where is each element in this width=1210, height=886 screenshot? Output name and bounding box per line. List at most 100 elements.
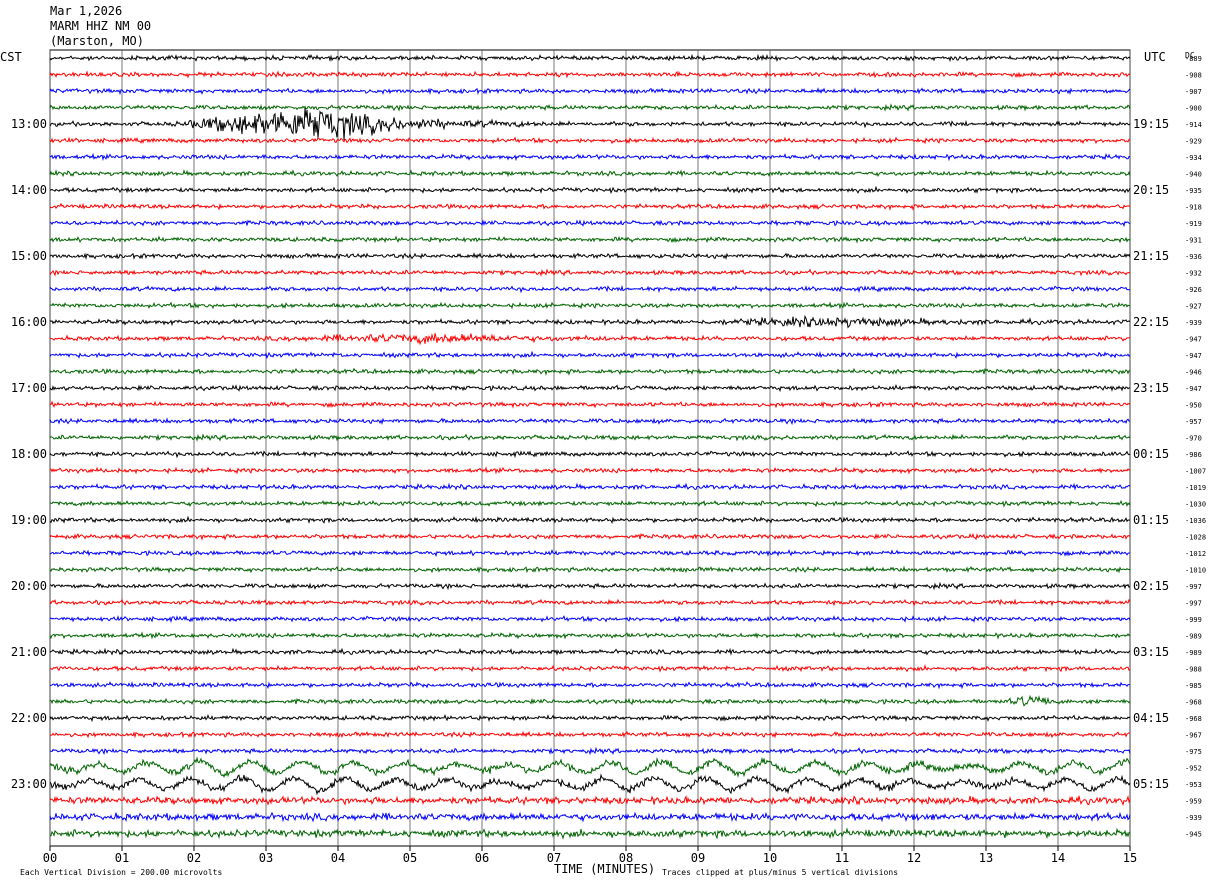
dc-offset-label: -989 xyxy=(1185,649,1202,657)
trace-row xyxy=(49,185,1131,195)
trace-row xyxy=(49,466,1131,475)
dc-offset-label: -908 xyxy=(1185,72,1202,80)
plot-frame xyxy=(49,49,1131,847)
x-tick-label: 05 xyxy=(403,851,417,865)
trace-row xyxy=(49,482,1131,492)
dc-offset-label: -997 xyxy=(1185,600,1202,608)
trace-row xyxy=(49,713,1131,723)
left-timezone-label: CST xyxy=(0,50,22,64)
left-hour-label: 19:00 xyxy=(11,513,47,527)
trace-row xyxy=(49,615,1131,624)
dc-offset-label: -940 xyxy=(1185,171,1202,179)
trace-row xyxy=(49,773,1131,796)
x-tick-label: 00 xyxy=(43,851,57,865)
dc-offset-label: -989 xyxy=(1185,633,1202,641)
dc-offset-label: -889 xyxy=(1185,55,1202,63)
trace-row xyxy=(50,827,1131,840)
dc-offset-label: -927 xyxy=(1185,303,1202,311)
dc-offset-label: -952 xyxy=(1185,765,1202,773)
dc-offset-label: -1007 xyxy=(1185,468,1206,476)
dc-offset-label: -970 xyxy=(1185,435,1202,443)
dc-offset-label: -967 xyxy=(1185,732,1202,740)
dc-offset-label: -947 xyxy=(1185,385,1202,393)
scale-note: Each Vertical Division = 200.00 microvol… xyxy=(20,868,222,877)
trace-row xyxy=(49,169,1131,178)
trace-row xyxy=(49,565,1131,574)
dc-offset-label: -997 xyxy=(1185,583,1202,591)
x-tick-label: 11 xyxy=(835,851,849,865)
left-hour-label: 22:00 xyxy=(11,711,47,725)
right-hour-label: 22:15 xyxy=(1133,315,1169,329)
axis-labels: 00 01 02 03 04 05 06 07 08 09 10 11 12 13 14 15 -889 -908… xyxy=(11,55,1206,865)
trace-row xyxy=(49,756,1131,778)
dc-offset-label: -947 xyxy=(1185,336,1202,344)
dc-offset-label: -907 xyxy=(1185,88,1202,96)
x-tick-label: 14 xyxy=(1051,851,1065,865)
trace-row xyxy=(49,548,1131,558)
left-hour-label: 23:00 xyxy=(11,777,47,791)
x-tick-label: 03 xyxy=(259,851,273,865)
dc-offset-label: -935 xyxy=(1185,187,1202,195)
x-tick-label: 10 xyxy=(763,851,777,865)
trace-row xyxy=(49,532,1131,541)
dc-offset-label: -1010 xyxy=(1185,567,1206,575)
right-hour-label: 01:15 xyxy=(1133,513,1169,527)
trace-row xyxy=(49,681,1131,690)
trace-row xyxy=(49,417,1131,426)
trace-row xyxy=(49,350,1131,360)
dc-offset-label: -1036 xyxy=(1185,517,1206,525)
dc-offset-header: DC xyxy=(1185,51,1195,60)
left-hour-label: 16:00 xyxy=(11,315,47,329)
trace-row xyxy=(49,694,1131,707)
trace-row xyxy=(49,811,1131,823)
x-axis-title: TIME (MINUTES) xyxy=(554,862,655,876)
x-tick-label: 06 xyxy=(475,851,489,865)
trace-row xyxy=(49,383,1131,393)
trace-row xyxy=(49,202,1131,211)
trace-row xyxy=(49,314,1131,329)
x-tick-label: 15 xyxy=(1123,851,1137,865)
dc-offset-label: -931 xyxy=(1185,237,1202,245)
right-hour-label: 23:15 xyxy=(1133,381,1169,395)
left-hour-label: 20:00 xyxy=(11,579,47,593)
dc-offset-label: -968 xyxy=(1185,715,1202,723)
dc-offset-label: -957 xyxy=(1185,418,1202,426)
header-station: MARM HHZ NM 00 xyxy=(50,19,152,33)
trace-row xyxy=(49,332,1131,346)
x-tick-label: 08 xyxy=(619,851,633,865)
dc-offset-label: -1028 xyxy=(1185,534,1206,542)
trace-row xyxy=(49,235,1131,244)
dc-offset-label: -1030 xyxy=(1185,501,1206,509)
trace-row xyxy=(49,87,1131,96)
dc-offset-label: -985 xyxy=(1185,682,1202,690)
trace-row xyxy=(49,301,1131,310)
dc-offset-label: -929 xyxy=(1185,138,1202,146)
dc-offset-label: -975 xyxy=(1185,748,1202,756)
dc-offset-label: -1019 xyxy=(1185,484,1206,492)
dc-offset-label: -900 xyxy=(1185,105,1202,113)
dc-offset-label: -999 xyxy=(1185,616,1202,624)
trace-row xyxy=(49,598,1131,607)
header-date: Mar 1,2026 xyxy=(50,4,123,18)
x-tick-label: 04 xyxy=(331,851,345,865)
trace-row xyxy=(49,794,1131,807)
trace-row xyxy=(49,647,1131,656)
dc-offset-label: -945 xyxy=(1185,831,1202,839)
dc-offset-label: -932 xyxy=(1185,270,1202,278)
trace-row xyxy=(49,449,1131,459)
dc-offset-label: -947 xyxy=(1185,352,1202,360)
trace-row xyxy=(49,581,1131,591)
dc-offset-label: -986 xyxy=(1185,451,1202,459)
dc-offset-label: -959 xyxy=(1185,798,1202,806)
dc-offset-label: -939 xyxy=(1185,814,1202,822)
trace-row xyxy=(49,252,1131,261)
trace-row xyxy=(49,631,1131,640)
grid-lines xyxy=(49,49,1131,851)
trace-row xyxy=(49,730,1131,739)
dc-offset-label: -950 xyxy=(1185,402,1202,410)
trace-row xyxy=(49,433,1131,442)
dc-offset-label: -946 xyxy=(1185,369,1202,377)
right-hour-label: 19:15 xyxy=(1133,117,1169,131)
right-hour-label: 04:15 xyxy=(1133,711,1169,725)
